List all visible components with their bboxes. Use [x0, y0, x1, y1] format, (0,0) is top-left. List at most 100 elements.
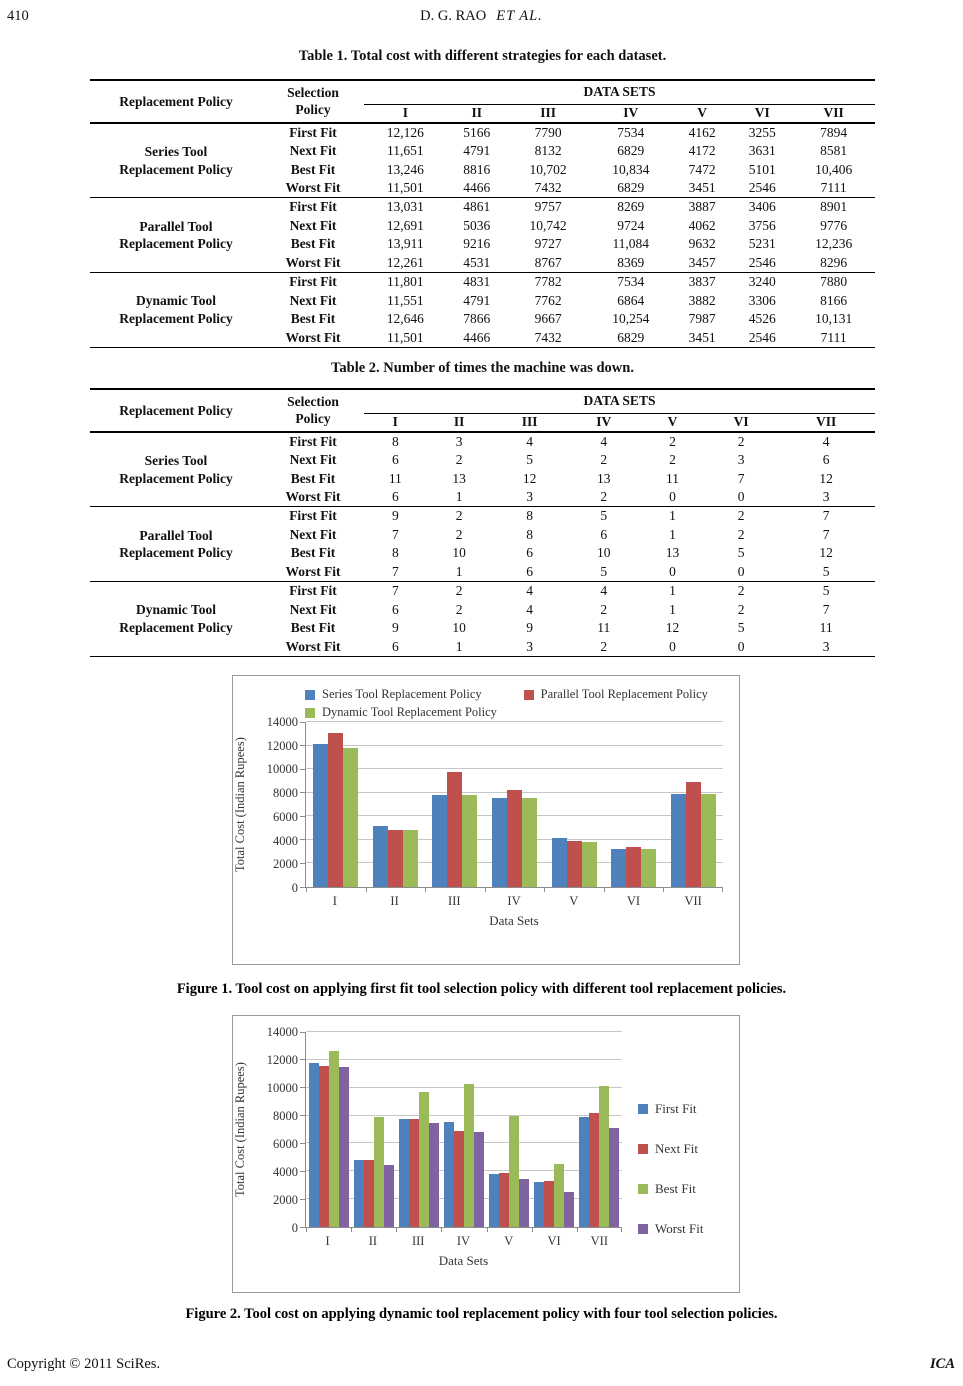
- x-axis-tick: [441, 1228, 443, 1232]
- table-cell: 3: [822, 489, 830, 505]
- x-tick-label: V: [569, 894, 579, 908]
- y-tick-label: 6000: [273, 809, 298, 824]
- table-cell: 7762: [534, 292, 562, 308]
- table-cell: 7: [822, 508, 830, 524]
- table-cell: 2: [669, 452, 676, 468]
- table-row: Worst Fit 12,261 4531 8767 8369 3457 2546 8296: [90, 254, 875, 273]
- table-cell: 4172: [688, 143, 716, 159]
- table-cell: 13,031: [386, 199, 424, 215]
- table-cell: 8296: [820, 254, 848, 270]
- y-tick-label: 2000: [273, 857, 298, 872]
- table-cell: 3: [822, 638, 830, 654]
- y-tick-label: 2000: [273, 1193, 298, 1207]
- table-row: Best Fit 12,646 7866 9667 10,254 7987 4526 10,1…: [90, 310, 875, 329]
- table-cell: 11,551: [387, 292, 424, 308]
- bar-group: [432, 722, 478, 887]
- table-cell: 7432: [534, 329, 562, 345]
- bar-dynamic-tool-replacement-policy: [581, 841, 597, 887]
- table-cell: 7: [391, 583, 399, 599]
- table-cell: 11,501: [387, 180, 424, 196]
- journal-abbrev: ICA: [930, 1356, 955, 1372]
- bars-layer: [306, 722, 723, 887]
- table-cell: 7432: [534, 180, 562, 196]
- table-machine-down: Replacement Policy Selection Policy DATA…: [90, 388, 875, 657]
- table-cell: 8901: [820, 199, 848, 215]
- policy-group: Parallel Tool Replacement Policy First Fit…: [90, 507, 875, 582]
- category-group: [577, 1032, 622, 1227]
- table-row: Worst Fit 11,501 4466 7432 6829 3451 2546 7111: [90, 329, 875, 348]
- legend-label: Dynamic Tool Replacement Policy: [322, 705, 497, 719]
- y-tick-label: 8000: [273, 1109, 298, 1123]
- table-cell: 2: [737, 433, 745, 449]
- table-cell: 3406: [748, 199, 776, 215]
- category-group: [396, 1032, 441, 1227]
- table-row: Series Tool Replacement Policy First Fit 8 3…: [90, 432, 875, 486]
- table-cell: 8: [526, 526, 533, 542]
- x-tick-label: III: [411, 1234, 425, 1248]
- selection-policy-label: First Fit: [289, 124, 337, 140]
- table-cell: 3: [455, 433, 463, 449]
- y-tick-label: 12000: [266, 1053, 298, 1067]
- table-row: Next Fit 6 2 5 2 2 3 6: [90, 451, 875, 470]
- table-cell: 5166: [463, 124, 491, 140]
- table-cell: 2: [455, 508, 463, 524]
- table-cell: 7: [822, 601, 830, 617]
- table-cell: 3451: [688, 180, 716, 196]
- figure2-chart: Total Cost (Indian Rupees) 0 2000 4000 6000…: [232, 1015, 740, 1293]
- table-cell: 6829: [617, 180, 645, 196]
- col-header-data-sets: DATA SETS: [364, 389, 875, 414]
- table-cell: 5: [737, 545, 745, 561]
- bar-group: [313, 722, 359, 887]
- table-cell: 2: [600, 601, 608, 617]
- x-tick-label: II: [390, 894, 399, 908]
- figure2-caption: Figure 2. Tool cost on applying dynamic …: [185, 1306, 778, 1322]
- legend-marker: [638, 1224, 648, 1234]
- table-cell: 7: [822, 526, 830, 542]
- table-cell: 4: [600, 433, 608, 449]
- table-cell: 10: [452, 620, 466, 636]
- category-group: [663, 722, 723, 887]
- x-axis-tick: [576, 1228, 578, 1232]
- bar-first-fit: [534, 1181, 545, 1227]
- x-axis-tick-labels: I II III IV V VI VII: [305, 1228, 622, 1249]
- table-cell: 9724: [617, 217, 645, 233]
- table-cell: 3882: [688, 292, 716, 308]
- selection-policy-label: Next Fit: [289, 217, 337, 233]
- table-cell: 4: [526, 433, 533, 449]
- selection-policy-label: Best Fit: [290, 620, 336, 636]
- table-cell: 3631: [748, 143, 776, 159]
- col-header-replacement-policy: Replacement Policy: [119, 402, 233, 418]
- bar-dynamic-tool-replacement-policy: [522, 798, 538, 887]
- table-cell: 5: [600, 563, 608, 579]
- selection-policy-label: Next Fit: [289, 292, 337, 308]
- dataset-col-header: VI: [733, 414, 749, 430]
- x-tick-label: IV: [456, 1234, 471, 1248]
- table-cell: 5231: [748, 236, 776, 252]
- table-cell: 3887: [688, 199, 716, 215]
- page-number: 410: [7, 8, 29, 24]
- et-al: ET AL.: [496, 8, 543, 24]
- selection-policy-label: First Fit: [289, 199, 337, 215]
- table-cell: 7: [391, 526, 399, 542]
- category-group: [544, 722, 604, 887]
- table-cell: 12,646: [386, 311, 424, 327]
- table-row: Next Fit 7 2 8 6 1 2 7: [90, 525, 875, 544]
- legend-marker: [523, 689, 534, 700]
- x-tick-label: VII: [684, 894, 702, 908]
- table-cell: 2: [737, 508, 745, 524]
- table-cell: 5101: [748, 161, 776, 177]
- table-cell: 12,261: [386, 254, 424, 270]
- table2-title: Table 2. Number of times the machine was…: [331, 360, 634, 376]
- bar-group: [398, 1032, 439, 1227]
- x-tick-label: IV: [507, 894, 521, 908]
- bar-series-tool-replacement-policy: [492, 798, 508, 887]
- dataset-columns-row: I II III IV V VI VII: [90, 413, 875, 432]
- table-cell: 12: [819, 470, 833, 486]
- table-cell: 7: [391, 563, 399, 579]
- y-axis-tick: [300, 839, 305, 841]
- bar-best-fit: [599, 1085, 610, 1227]
- table-cell: 5036: [463, 217, 491, 233]
- selection-policy-label: Worst Fit: [285, 329, 341, 345]
- bar-parallel-tool-replacement-policy: [566, 841, 582, 887]
- bar-series-tool-replacement-policy: [551, 837, 567, 887]
